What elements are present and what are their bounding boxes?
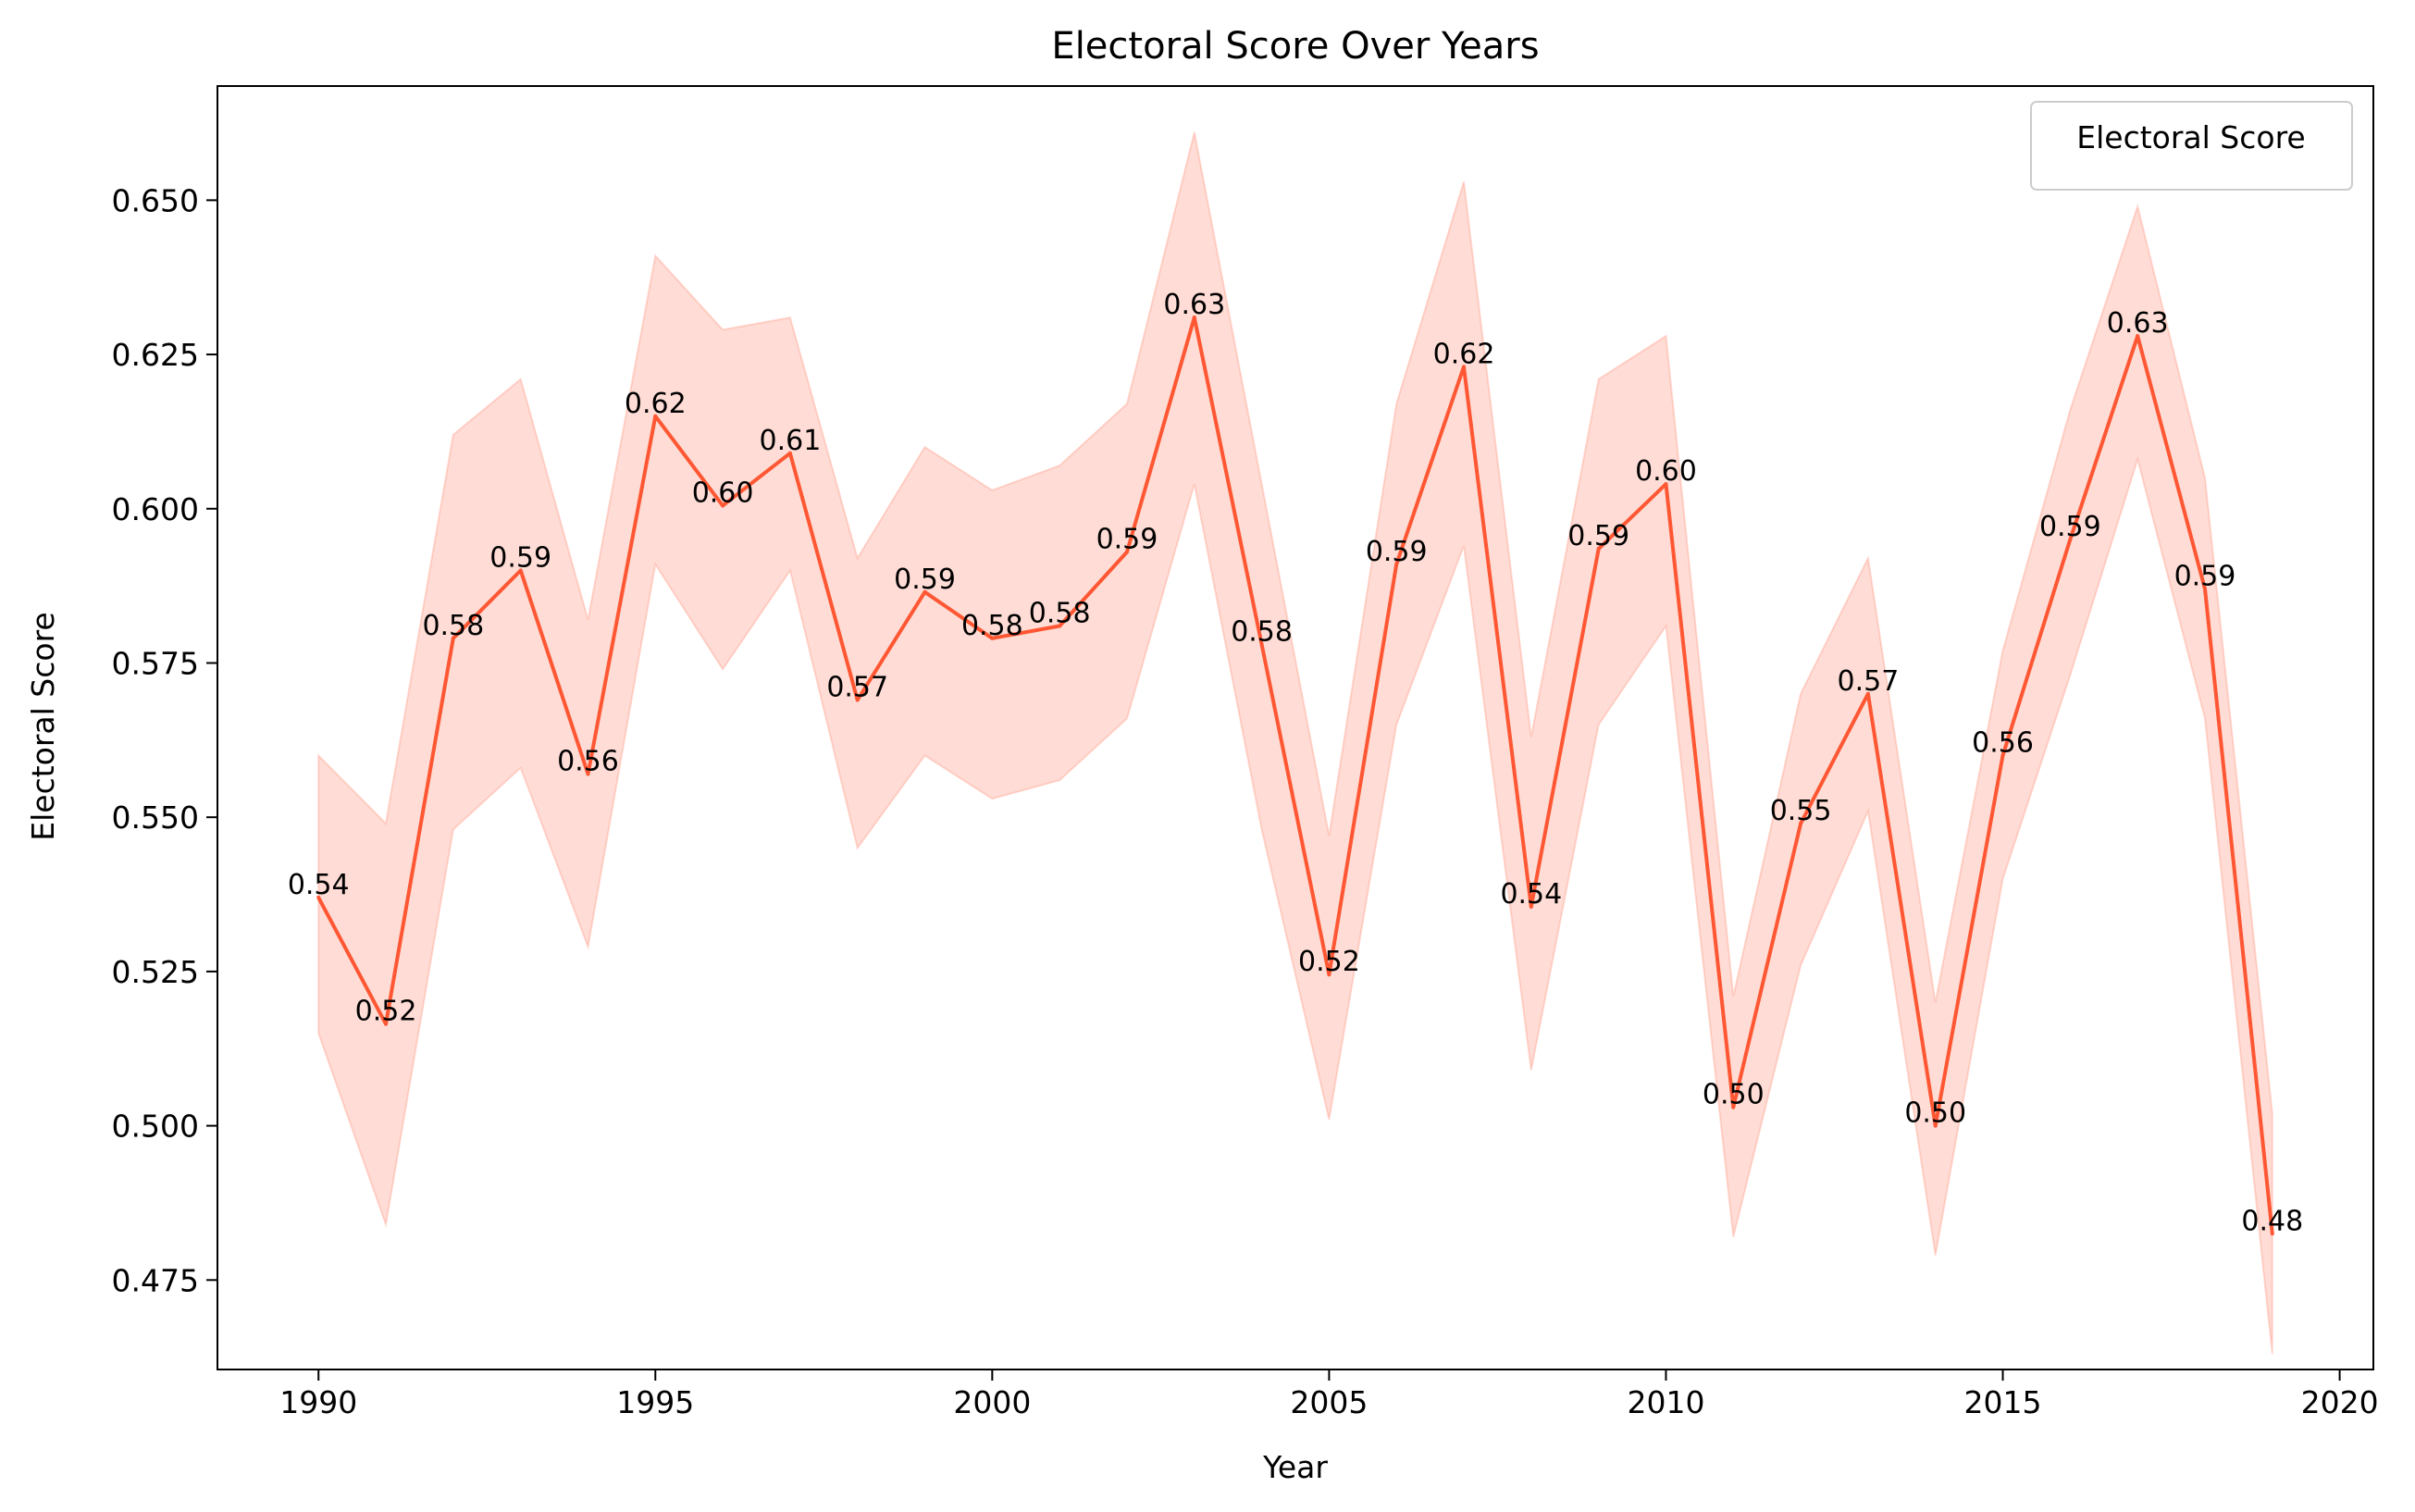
data-label: 0.52	[355, 996, 417, 1028]
y-tick-label: 0.500	[112, 1109, 199, 1145]
data-point	[2202, 587, 2207, 591]
data-label: 0.59	[1366, 536, 1428, 568]
data-point	[2068, 538, 2073, 542]
data-label: 0.54	[288, 869, 350, 901]
data-label: 0.59	[894, 564, 956, 596]
data-point	[787, 451, 792, 455]
legend-title: Electoral Score	[2076, 119, 2305, 155]
data-point	[1394, 562, 1399, 566]
data-point	[653, 414, 658, 418]
chart-title: Electoral Score Over Years	[1051, 25, 1539, 68]
data-label: 0.61	[760, 425, 822, 457]
data-point	[2136, 334, 2140, 339]
plot-frame	[217, 85, 2374, 1370]
data-label: 0.50	[1703, 1079, 1765, 1111]
data-label: 0.59	[489, 541, 551, 574]
data-label: 0.58	[1231, 615, 1293, 648]
confidence-band	[317, 131, 2273, 1355]
data-point	[586, 772, 590, 776]
data-point	[721, 503, 725, 508]
y-tick-label: 0.575	[112, 645, 199, 681]
data-label: 0.59	[1096, 523, 1158, 555]
y-tick-label: 0.475	[112, 1262, 199, 1298]
data-point	[384, 1022, 389, 1026]
x-tick-label: 1990	[279, 1384, 357, 1420]
data-point	[990, 636, 995, 640]
data-label: 0.59	[1567, 520, 1629, 552]
x-tick-label: 2010	[1627, 1384, 1704, 1420]
data-point	[855, 698, 860, 702]
data-point	[1933, 1123, 1938, 1128]
data-label: 0.60	[692, 477, 754, 509]
data-point	[1529, 904, 1533, 909]
data-label: 0.58	[961, 610, 1023, 642]
x-tick-label: 1995	[616, 1384, 694, 1420]
legend: Electoral Score	[2030, 101, 2353, 191]
data-point	[1327, 973, 1331, 977]
data-point	[518, 568, 523, 573]
legend-box	[2030, 101, 2353, 191]
data-label: 0.58	[1029, 597, 1091, 629]
x-tick-label: 2000	[953, 1384, 1031, 1420]
data-point	[1799, 821, 1803, 825]
data-point	[1462, 365, 1467, 369]
axes: 1990 1995 2000 2005 2010 2015 2020 0.475 0.500 0.…	[112, 182, 2379, 1420]
plot-area: 0.540.520.580.590.560.620.600.610.570.59…	[288, 131, 2303, 1355]
data-label: 0.63	[1163, 289, 1225, 321]
y-tick-label: 0.600	[112, 491, 199, 527]
data-label: 0.59	[2039, 511, 2101, 543]
data-point	[923, 589, 927, 594]
data-label: 0.57	[826, 671, 888, 703]
data-point	[1058, 624, 1062, 628]
data-label: 0.48	[2241, 1205, 2303, 1237]
data-point	[451, 636, 455, 640]
y-tick-label: 0.650	[112, 182, 199, 218]
data-label: 0.62	[1433, 338, 1495, 370]
data-label: 0.59	[2174, 560, 2236, 592]
data-label: 0.54	[1500, 878, 1562, 911]
data-label: 0.52	[1298, 946, 1360, 978]
data-label: 0.57	[1838, 665, 1900, 698]
y-axis-label: Electoral Score	[25, 612, 61, 840]
data-point	[316, 895, 321, 899]
series-line	[316, 316, 2274, 1234]
data-point	[1865, 691, 1870, 696]
x-tick-label: 2005	[1290, 1384, 1368, 1420]
data-point	[1259, 642, 1264, 647]
data-label: 0.56	[1972, 727, 2034, 760]
y-tick-label: 0.550	[112, 799, 199, 836]
data-point	[1192, 316, 1196, 320]
x-tick-label: 2015	[1964, 1384, 2042, 1420]
data-label: 0.55	[1770, 795, 1832, 827]
x-axis-label: Year	[1262, 1449, 1328, 1485]
data-label: 0.50	[1904, 1097, 1966, 1130]
data-point	[2270, 1232, 2274, 1236]
data-label: 0.63	[2107, 307, 2169, 340]
y-tick-label: 0.625	[112, 337, 199, 373]
data-point	[1596, 547, 1601, 552]
data-label: 0.58	[422, 610, 484, 642]
data-label: 0.56	[557, 746, 619, 778]
data-point	[1664, 482, 1668, 487]
data-point	[2000, 753, 2005, 758]
x-tick-label: 2020	[2301, 1384, 2379, 1420]
data-point	[1124, 550, 1129, 554]
data-point	[1731, 1105, 1736, 1109]
data-label: 0.60	[1635, 455, 1697, 488]
data-label: 0.62	[625, 388, 687, 420]
y-tick-label: 0.525	[112, 954, 199, 990]
